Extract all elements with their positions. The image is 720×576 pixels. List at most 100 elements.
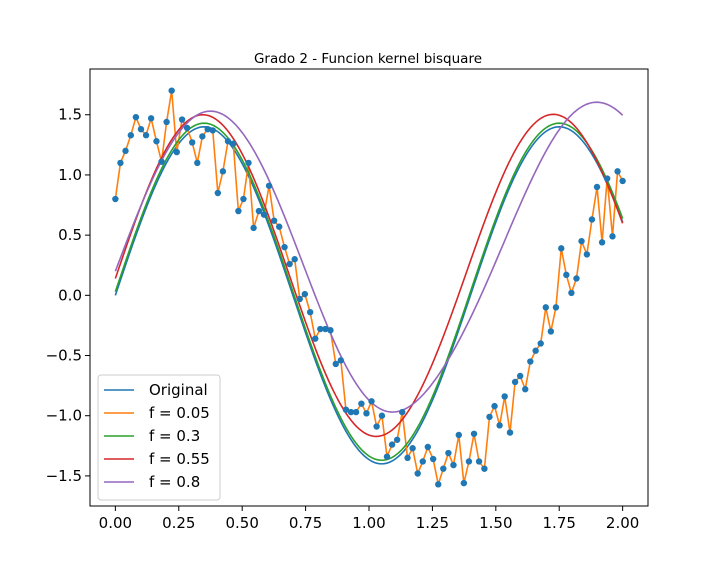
y-tick-label: −1.5 <box>46 467 82 485</box>
data-point <box>568 289 575 297</box>
data-point <box>404 454 411 462</box>
data-point <box>542 304 549 311</box>
data-point <box>486 413 493 421</box>
y-tick-label: 1.0 <box>58 166 82 184</box>
data-point <box>435 481 442 488</box>
y-tick-label: −1.0 <box>46 407 82 425</box>
data-point <box>522 386 529 393</box>
legend-label: f = 0.55 <box>149 450 210 468</box>
data-point <box>501 393 508 400</box>
data-point <box>317 325 324 333</box>
data-point <box>322 325 329 333</box>
data-point <box>527 358 534 365</box>
x-tick-label: 2.00 <box>606 514 639 532</box>
scatter-points <box>112 87 626 488</box>
legend-box <box>97 374 221 501</box>
plot-area <box>89 68 649 507</box>
data-point <box>189 139 196 146</box>
data-point <box>475 458 483 465</box>
data-point <box>547 328 555 335</box>
data-point <box>383 453 391 460</box>
data-point <box>399 408 406 416</box>
data-point <box>168 87 175 94</box>
data-point <box>424 443 432 451</box>
data-point <box>455 431 462 439</box>
data-point <box>147 115 155 122</box>
data-point <box>327 327 334 334</box>
x-tick-label: 0.75 <box>289 514 322 532</box>
data-point <box>440 465 447 472</box>
y-tick-label: 0.5 <box>58 226 82 244</box>
y-tick-label: 1.5 <box>58 106 82 124</box>
data-point <box>388 441 396 448</box>
data-point <box>506 429 514 436</box>
x-tick-label: 1.25 <box>416 514 449 532</box>
data-point <box>414 470 421 477</box>
data-point <box>429 455 437 463</box>
series-line-0 <box>114 125 624 465</box>
series-line-2 <box>114 122 624 462</box>
data-point <box>368 398 375 405</box>
data-point <box>619 177 626 185</box>
data-point <box>532 347 539 354</box>
data-point <box>235 207 242 215</box>
legend-label: f = 0.8 <box>149 473 200 491</box>
data-point <box>578 237 585 245</box>
y-tick-label: 0.0 <box>58 286 82 304</box>
data-point <box>158 158 165 165</box>
data-point <box>481 465 488 472</box>
data-point <box>373 423 380 430</box>
data-point <box>137 125 145 133</box>
data-point <box>491 402 498 410</box>
data-point <box>286 260 293 268</box>
data-point <box>598 239 606 246</box>
data-point <box>588 216 596 223</box>
data-point <box>363 410 370 417</box>
series-line-3 <box>114 113 624 438</box>
data-point <box>219 168 227 175</box>
y-tick-label: −0.5 <box>46 347 82 365</box>
data-point <box>245 159 252 167</box>
data-point <box>301 290 309 298</box>
data-point <box>296 295 303 303</box>
data-point <box>178 116 186 123</box>
data-point <box>312 335 319 342</box>
data-point <box>306 308 314 316</box>
data-point <box>352 408 360 416</box>
data-point <box>281 243 288 251</box>
data-point <box>358 400 365 407</box>
data-point <box>163 118 170 126</box>
data-point <box>347 408 355 416</box>
data-point <box>393 436 401 443</box>
data-point <box>112 195 119 203</box>
data-point <box>552 304 560 311</box>
data-point <box>465 458 473 465</box>
legend-label: f = 0.05 <box>149 404 210 422</box>
y-axis: −1.5 −1.0 −0.5 0.0 0.5 1.0 1.5 <box>46 106 90 485</box>
data-point <box>558 245 565 252</box>
data-point <box>593 183 601 191</box>
x-tick-label: 0.25 <box>162 514 195 532</box>
data-point <box>337 357 345 364</box>
data-point <box>537 340 544 347</box>
data-point <box>127 132 135 139</box>
data-point <box>450 461 457 469</box>
data-point <box>209 127 216 134</box>
data-point <box>470 430 478 437</box>
data-point <box>409 445 416 452</box>
data-point <box>117 159 124 167</box>
data-point <box>255 207 263 215</box>
data-point <box>173 148 180 156</box>
data-point <box>276 223 283 230</box>
x-tick-label: 1.00 <box>352 514 385 532</box>
data-point <box>445 449 452 457</box>
x-tick-label: 0.50 <box>225 514 258 532</box>
data-point <box>342 406 350 413</box>
data-point <box>332 360 339 368</box>
data-point <box>270 217 278 224</box>
data-point <box>460 479 468 487</box>
data-point <box>609 233 616 240</box>
data-point <box>204 125 211 133</box>
x-axis: 0.00 0.25 0.50 0.75 1.00 1.25 1.50 1.75 2.00 <box>99 506 639 532</box>
